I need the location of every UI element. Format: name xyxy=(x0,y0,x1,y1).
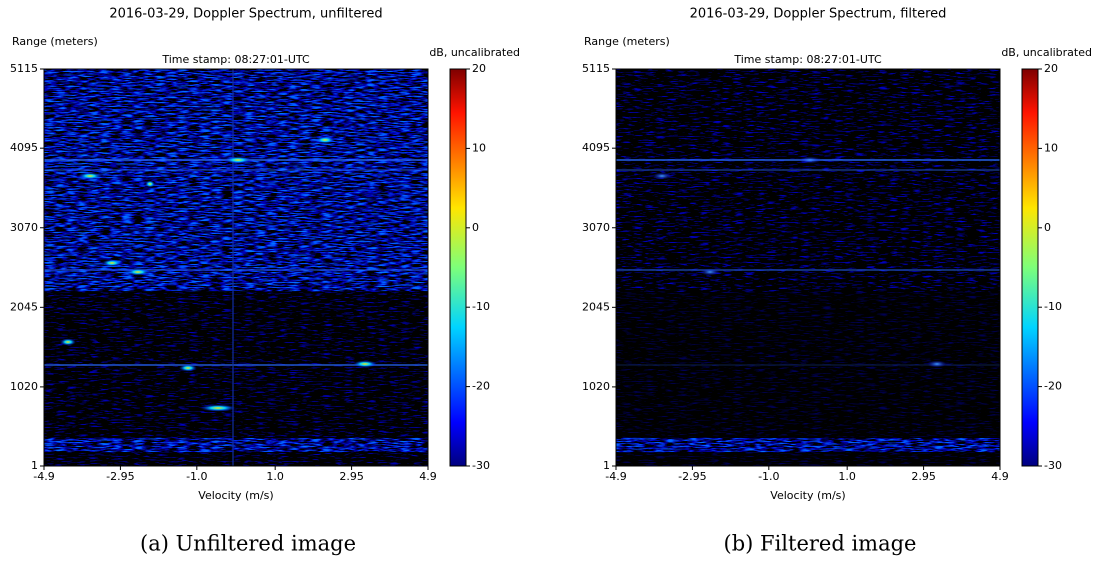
colorbar xyxy=(449,68,467,467)
y-tick-label: 3070 xyxy=(582,221,610,234)
spot xyxy=(798,156,822,164)
y-tick-label: 4095 xyxy=(582,141,610,154)
spot xyxy=(126,268,150,276)
spot xyxy=(200,404,236,412)
y-tick-label: 5115 xyxy=(582,62,610,75)
x-tick-label: -4.9 xyxy=(33,470,54,483)
x-tick-label: 4.9 xyxy=(419,470,437,483)
y-tick-label: 1020 xyxy=(582,380,610,393)
subtitle: Time stamp: 08:27:01-UTC xyxy=(733,53,882,66)
spot xyxy=(315,136,335,144)
y-tick-label: 2045 xyxy=(10,300,38,313)
spot xyxy=(78,172,102,180)
colorbar-tick-label: -30 xyxy=(472,459,490,472)
y-tick-label: 1 xyxy=(31,459,38,472)
x-tick-label: 2.95 xyxy=(911,470,936,483)
noise-lower xyxy=(44,291,428,466)
x-axis-label: Velocity (m/s) xyxy=(770,489,845,502)
y-tick-label: 4095 xyxy=(10,141,38,154)
colorbar-tick-label: -20 xyxy=(472,380,490,393)
colorbar-tick-label: 0 xyxy=(472,221,479,234)
spot xyxy=(652,172,672,180)
chart-title: 2016-03-29, Doppler Spectrum, unfiltered xyxy=(109,7,382,22)
colorbar-tick-label: 10 xyxy=(472,141,486,154)
plot-frame xyxy=(43,68,429,467)
y-tick-label: 3070 xyxy=(10,221,38,234)
x-tick-label: -2.95 xyxy=(106,470,134,483)
x-tick-label: -2.95 xyxy=(678,470,706,483)
x-tick-label: 1.0 xyxy=(838,470,856,483)
x-tick-label: -4.9 xyxy=(605,470,626,483)
x-axis-label: Velocity (m/s) xyxy=(198,489,273,502)
spot xyxy=(179,364,197,372)
colorbar-tick-label: -20 xyxy=(1044,380,1062,393)
colorbar-tick-label: 0 xyxy=(1044,221,1051,234)
spot xyxy=(60,338,76,346)
colorbar-label: dB, uncalibrated xyxy=(429,46,520,59)
noise-upper xyxy=(44,69,428,292)
y-tick-label: 1020 xyxy=(10,380,38,393)
spot xyxy=(353,360,377,368)
noise-band xyxy=(44,438,428,452)
spot xyxy=(102,259,122,267)
y-axis-label: Range (meters) xyxy=(584,35,670,48)
colorbar-tick-label: 20 xyxy=(472,62,486,75)
x-tick-label: 1.0 xyxy=(266,470,284,483)
chart-title: 2016-03-29, Doppler Spectrum, filtered xyxy=(690,7,947,22)
x-tick-label: 4.9 xyxy=(991,470,1009,483)
colorbar-label: dB, uncalibrated xyxy=(1001,46,1092,59)
y-tick-label: 5115 xyxy=(10,62,38,75)
x-tick-label: -1.0 xyxy=(186,470,207,483)
y-axis-label: Range (meters) xyxy=(12,35,98,48)
plot-frame xyxy=(615,68,1001,467)
colorbar-tick-label: -10 xyxy=(1044,300,1062,313)
colorbar xyxy=(1021,68,1039,467)
colorbar-tick-label: 10 xyxy=(1044,141,1058,154)
noise-upper xyxy=(616,69,1000,292)
colorbar-tick-label: 20 xyxy=(1044,62,1058,75)
subtitle: Time stamp: 08:27:01-UTC xyxy=(161,53,310,66)
y-tick-label: 1 xyxy=(603,459,610,472)
colorbar-tick-label: -30 xyxy=(1044,459,1062,472)
x-tick-label: -1.0 xyxy=(758,470,779,483)
spot xyxy=(145,180,155,188)
y-tick-label: 2045 xyxy=(582,300,610,313)
caption: (b) Filtered image xyxy=(724,532,917,556)
spot xyxy=(224,156,252,164)
spot xyxy=(700,268,720,276)
noise-lower xyxy=(616,291,1000,466)
colorbar-tick-label: -10 xyxy=(472,300,490,313)
spot xyxy=(927,360,947,368)
noise-band xyxy=(616,438,1000,452)
caption: (a) Unfiltered image xyxy=(140,532,356,556)
x-tick-label: 2.95 xyxy=(339,470,364,483)
